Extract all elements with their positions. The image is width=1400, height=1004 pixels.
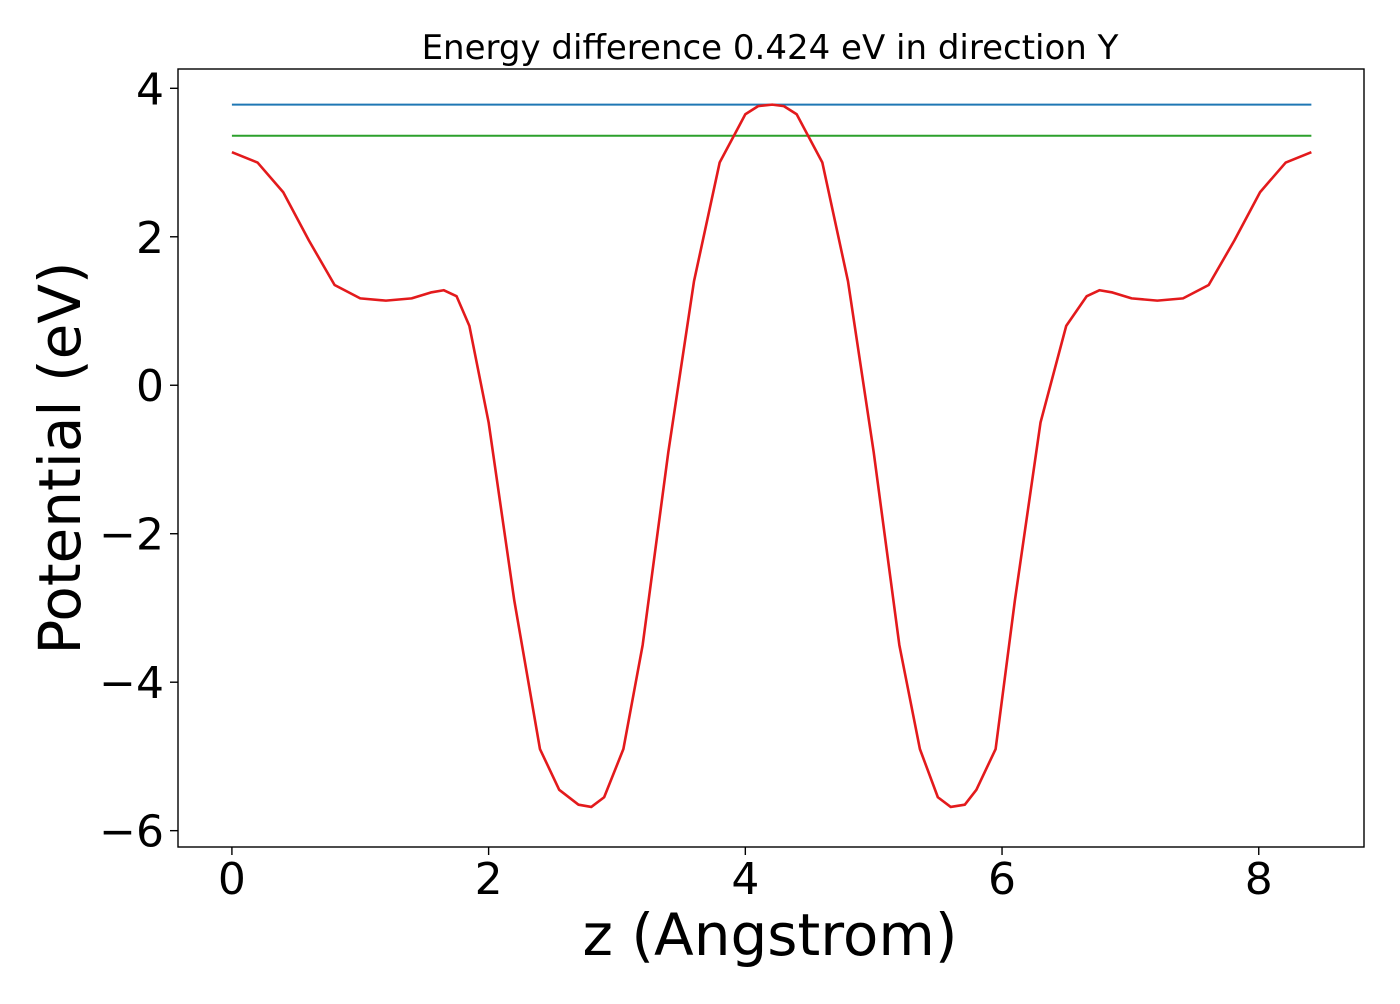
x-tick-label: 0 bbox=[218, 854, 246, 905]
y-tick-label: 4 bbox=[136, 64, 164, 115]
y-tick-label: 0 bbox=[136, 361, 164, 412]
y-axis-label: Potential (eV) bbox=[26, 261, 94, 654]
chart-title: Energy difference 0.424 eV in direction … bbox=[422, 28, 1119, 68]
y-axis-ticks: −6 −4 −2 0 2 4 bbox=[99, 64, 178, 858]
x-axis-ticks: 0 2 4 6 8 bbox=[218, 847, 1273, 905]
series-layer bbox=[231, 103, 1312, 809]
x-tick-label: 8 bbox=[1245, 854, 1273, 905]
y-tick-label: −6 bbox=[99, 807, 164, 858]
y-tick-label: 2 bbox=[136, 213, 164, 264]
x-tick-label: 2 bbox=[475, 854, 503, 905]
y-tick-label: −2 bbox=[99, 510, 164, 561]
y-tick-label: −4 bbox=[99, 658, 164, 709]
series-line-potential bbox=[231, 103, 1312, 809]
x-tick-label: 4 bbox=[731, 854, 759, 905]
x-axis-label: z (Angstrom) bbox=[583, 901, 958, 969]
axes-frame bbox=[177, 68, 1365, 848]
x-tick-label: 6 bbox=[988, 854, 1016, 905]
